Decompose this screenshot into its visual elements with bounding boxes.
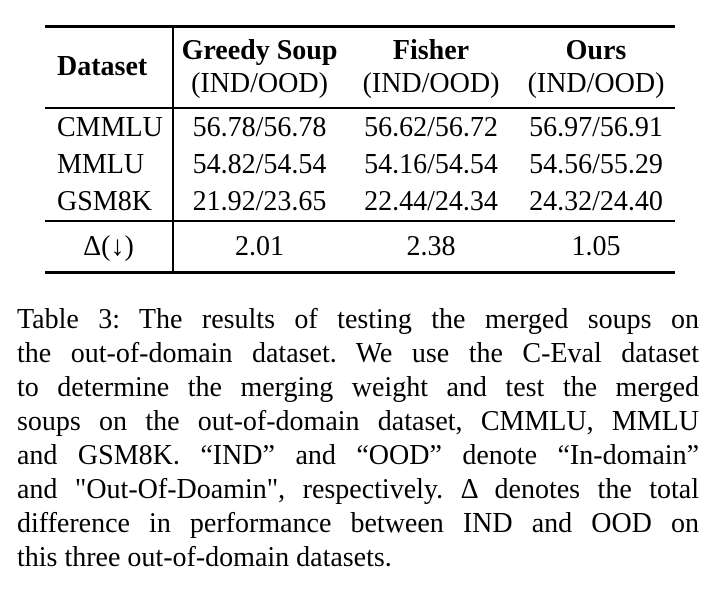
cell-value: 54.56/55.29 <box>529 148 663 180</box>
delta-label: Δ(↓) <box>45 220 174 273</box>
row-label: MMLU <box>45 146 174 183</box>
caption-line: to determine the merging weight and test… <box>17 372 699 403</box>
column-title: Ours <box>565 35 627 66</box>
column-title: Fisher <box>392 35 470 66</box>
header-ours: Ours (IND/OOD) <box>517 26 675 109</box>
cell-value: 56.97/56.91 <box>529 111 663 143</box>
header-greedy-soup: Greedy Soup (IND/OOD) <box>173 26 345 109</box>
summary-value: 2.01 <box>173 220 345 273</box>
table-row: CMMLU 56.78/56.78 56.62/56.72 56.97/56.9… <box>45 108 675 146</box>
header-row: Dataset Greedy Soup (IND/OOD) Fisher (IN… <box>45 26 675 109</box>
caption-line: and GSM8K. “IND” and “OOD” denote “In-do… <box>17 440 699 471</box>
table-caption: Table 3: The results of testing the merg… <box>17 303 699 575</box>
header-fisher: Fisher (IND/OOD) <box>345 26 517 109</box>
summary-row: Δ(↓) 2.01 2.38 1.05 <box>45 220 675 273</box>
caption-line: and "Out-Of-Doamin", respectively. Δ den… <box>17 474 699 505</box>
cell-value: 54.16/54.54 <box>364 148 498 180</box>
column-subtitle: (IND/OOD) <box>191 68 328 99</box>
caption-line: difference in performance between IND an… <box>17 508 699 539</box>
column-subtitle: (IND/OOD) <box>527 68 665 99</box>
cell-value: 21.92/23.65 <box>192 185 327 217</box>
cell-value: 56.62/56.72 <box>364 111 498 143</box>
caption-line: soups on the out-of-domain dataset, CMML… <box>17 406 699 437</box>
column-subtitle: (IND/OOD) <box>362 68 500 99</box>
row-label: GSM8K <box>45 183 174 221</box>
cell-value: 54.82/54.54 <box>192 148 327 180</box>
column-title: Greedy Soup <box>181 35 338 66</box>
caption-line: Table 3: The results of testing the merg… <box>17 304 699 335</box>
summary-value-best: 1.05 <box>517 220 675 273</box>
summary-value: 2.38 <box>345 220 517 273</box>
caption-line: this three out-of-domain datasets. <box>17 542 392 573</box>
header-dataset: Dataset <box>45 26 174 109</box>
cell-value: 22.44/24.34 <box>364 185 498 217</box>
table-body: CMMLU 56.78/56.78 56.62/56.72 56.97/56.9… <box>45 108 675 221</box>
row-label: CMMLU <box>45 108 174 146</box>
table-row: GSM8K 21.92/23.65 22.44/24.34 24.32/24.4… <box>45 183 675 221</box>
caption-line: the out-of-domain dataset. We use the C-… <box>17 338 699 369</box>
table-row: MMLU 54.82/54.54 54.16/54.54 54.56/55.29 <box>45 146 675 183</box>
results-table: Dataset Greedy Soup (IND/OOD) Fisher (IN… <box>45 25 675 274</box>
cell-value: 24.32/24.40 <box>529 185 663 217</box>
cell-value: 56.78/56.78 <box>192 111 327 143</box>
table-header: Dataset Greedy Soup (IND/OOD) Fisher (IN… <box>45 26 675 109</box>
summary-section: Δ(↓) 2.01 2.38 1.05 <box>45 220 675 273</box>
